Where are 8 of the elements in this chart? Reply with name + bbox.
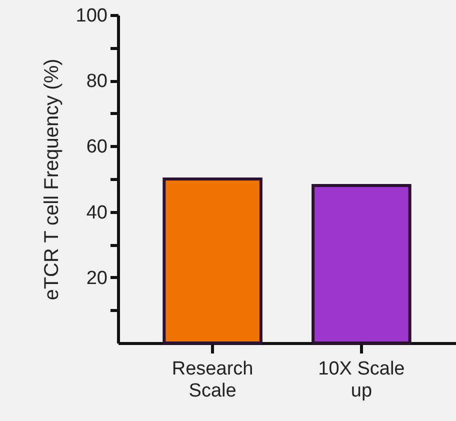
y-axis-title: eTCR T cell Frequency (%) <box>40 58 63 300</box>
y-tick-label: 80 <box>86 71 108 92</box>
y-tick-label: 100 <box>76 6 108 26</box>
x-tick-label: 10X Scale up <box>318 358 405 402</box>
x-tick-label: Research Scale <box>172 358 254 402</box>
y-tick-label: 20 <box>86 268 108 289</box>
y-tick-label: 40 <box>86 202 108 224</box>
y-tick-label: 60 <box>86 136 108 158</box>
